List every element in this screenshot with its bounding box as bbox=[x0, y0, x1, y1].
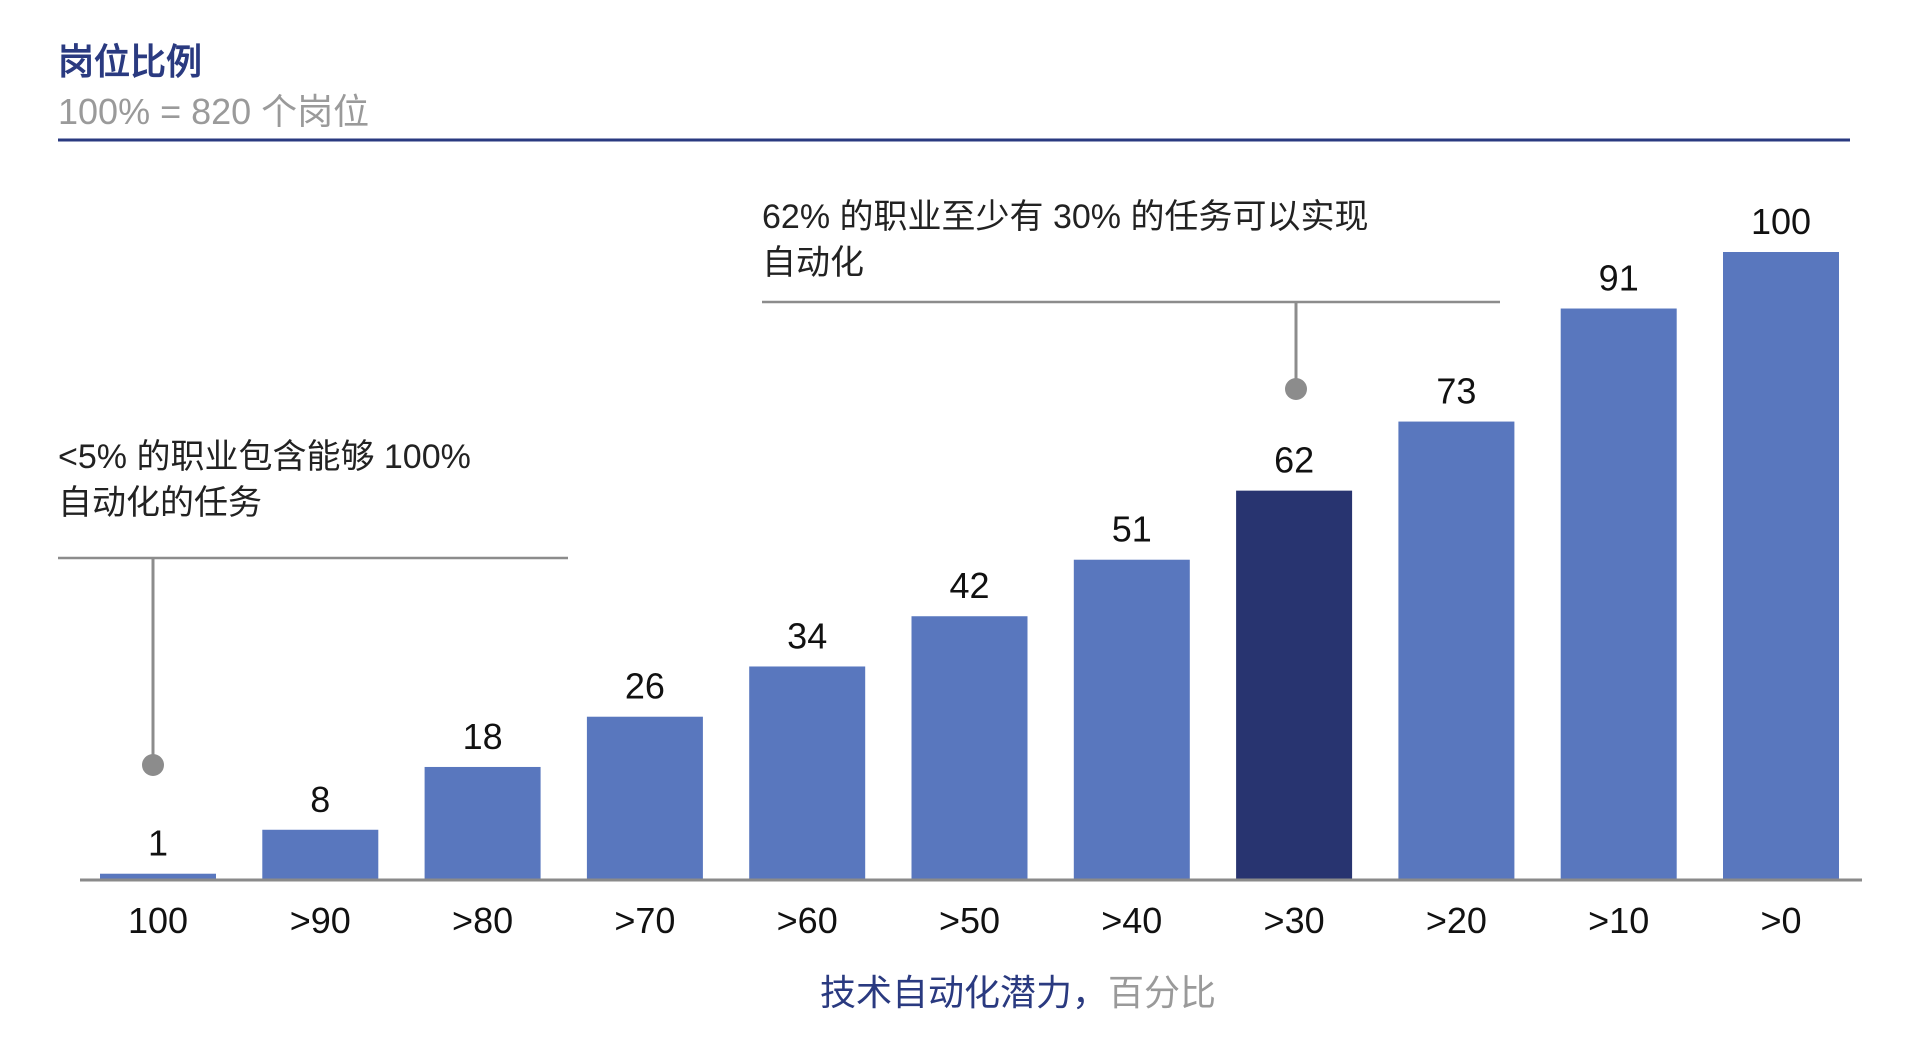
bar-100 bbox=[100, 873, 216, 880]
x-tick-gt70: >70 bbox=[614, 900, 675, 941]
bar-gt30 bbox=[1236, 490, 1353, 880]
annotation-2-dot bbox=[1285, 378, 1307, 400]
bar-gt0 bbox=[1723, 252, 1839, 880]
value-label-gt70: 26 bbox=[625, 666, 665, 707]
value-label-gt10: 91 bbox=[1599, 258, 1639, 299]
x-tick-gt50: >50 bbox=[939, 900, 1000, 941]
value-label-gt50: 42 bbox=[949, 565, 989, 606]
value-label-gt40: 51 bbox=[1112, 509, 1152, 550]
value-label-gt30: 62 bbox=[1274, 440, 1314, 481]
bar-gt20 bbox=[1398, 421, 1515, 880]
bar-gt80 bbox=[424, 766, 541, 880]
x-axis-label: 技术自动化潜力，百分比 bbox=[820, 972, 1216, 1013]
annotation-2-line-2: 自动化 bbox=[762, 244, 864, 282]
bar-gt50 bbox=[911, 616, 1028, 880]
x-tick-gt10: >10 bbox=[1588, 900, 1649, 941]
value-label-gt90: 8 bbox=[310, 779, 330, 820]
value-label-gt60: 34 bbox=[787, 615, 827, 656]
chart-title: 岗位比例 bbox=[58, 41, 202, 82]
x-tick-gt40: >40 bbox=[1101, 900, 1162, 941]
x-axis-label-unit: 百分比 bbox=[1108, 972, 1216, 1013]
value-label-gt20: 73 bbox=[1436, 371, 1476, 412]
x-axis-label-main: 技术自动化潜力， bbox=[820, 972, 1108, 1013]
chart-subtitle: 100% = 820 个岗位 bbox=[58, 91, 369, 132]
annotation-2-line-1: 62% 的职业至少有 30% 的任务可以实现 bbox=[762, 198, 1368, 236]
x-tick-gt20: >20 bbox=[1426, 900, 1487, 941]
annotations: <5% 的职业包含能够 100% 自动化的任务 62% 的职业至少有 30% 的任务… bbox=[58, 198, 1500, 776]
value-label-100: 1 bbox=[148, 823, 168, 864]
bar-gt70 bbox=[586, 716, 703, 880]
x-tick-100: 100 bbox=[128, 900, 188, 941]
annotation-1-line-1: <5% 的职业包含能够 100% bbox=[58, 438, 471, 476]
annotation-1-line-2: 自动化的任务 bbox=[58, 484, 262, 522]
x-tick-gt90: >90 bbox=[290, 900, 351, 941]
bar-gt40 bbox=[1073, 559, 1190, 880]
bars bbox=[100, 252, 1839, 880]
value-label-gt0: 100 bbox=[1751, 201, 1811, 242]
x-tick-gt0: >0 bbox=[1760, 900, 1801, 941]
annotation-1: <5% 的职业包含能够 100% 自动化的任务 bbox=[58, 438, 568, 776]
x-tick-labels: 100 >90 >80 >70 >60 >50 >40 >30 >20 >10 >0 bbox=[128, 900, 1802, 941]
x-tick-gt30: >30 bbox=[1264, 900, 1325, 941]
bar-gt60 bbox=[749, 666, 866, 880]
bar-gt90 bbox=[262, 829, 379, 880]
value-label-gt80: 18 bbox=[463, 716, 503, 757]
annotation-1-dot bbox=[142, 754, 164, 776]
x-tick-gt80: >80 bbox=[452, 900, 513, 941]
bar-gt10 bbox=[1560, 308, 1677, 880]
x-tick-gt60: >60 bbox=[777, 900, 838, 941]
